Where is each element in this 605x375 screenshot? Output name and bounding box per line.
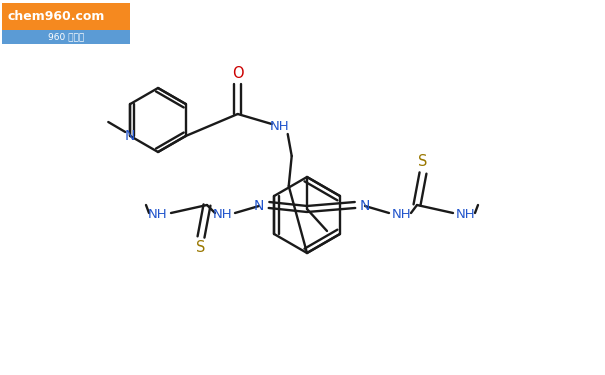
Text: N: N <box>125 129 136 143</box>
Text: chem960.com: chem960.com <box>8 10 105 24</box>
Text: S: S <box>196 240 206 255</box>
Text: NH: NH <box>392 209 412 222</box>
Text: N: N <box>360 199 370 213</box>
Text: O: O <box>232 66 244 81</box>
Text: N: N <box>254 199 264 213</box>
Text: NH: NH <box>148 209 168 222</box>
Text: S: S <box>418 154 428 170</box>
FancyBboxPatch shape <box>2 30 130 44</box>
Text: 960 化工网: 960 化工网 <box>48 33 84 42</box>
FancyBboxPatch shape <box>2 3 130 33</box>
Text: NH: NH <box>270 120 290 132</box>
Text: NH: NH <box>213 209 233 222</box>
Text: NH: NH <box>456 209 476 222</box>
